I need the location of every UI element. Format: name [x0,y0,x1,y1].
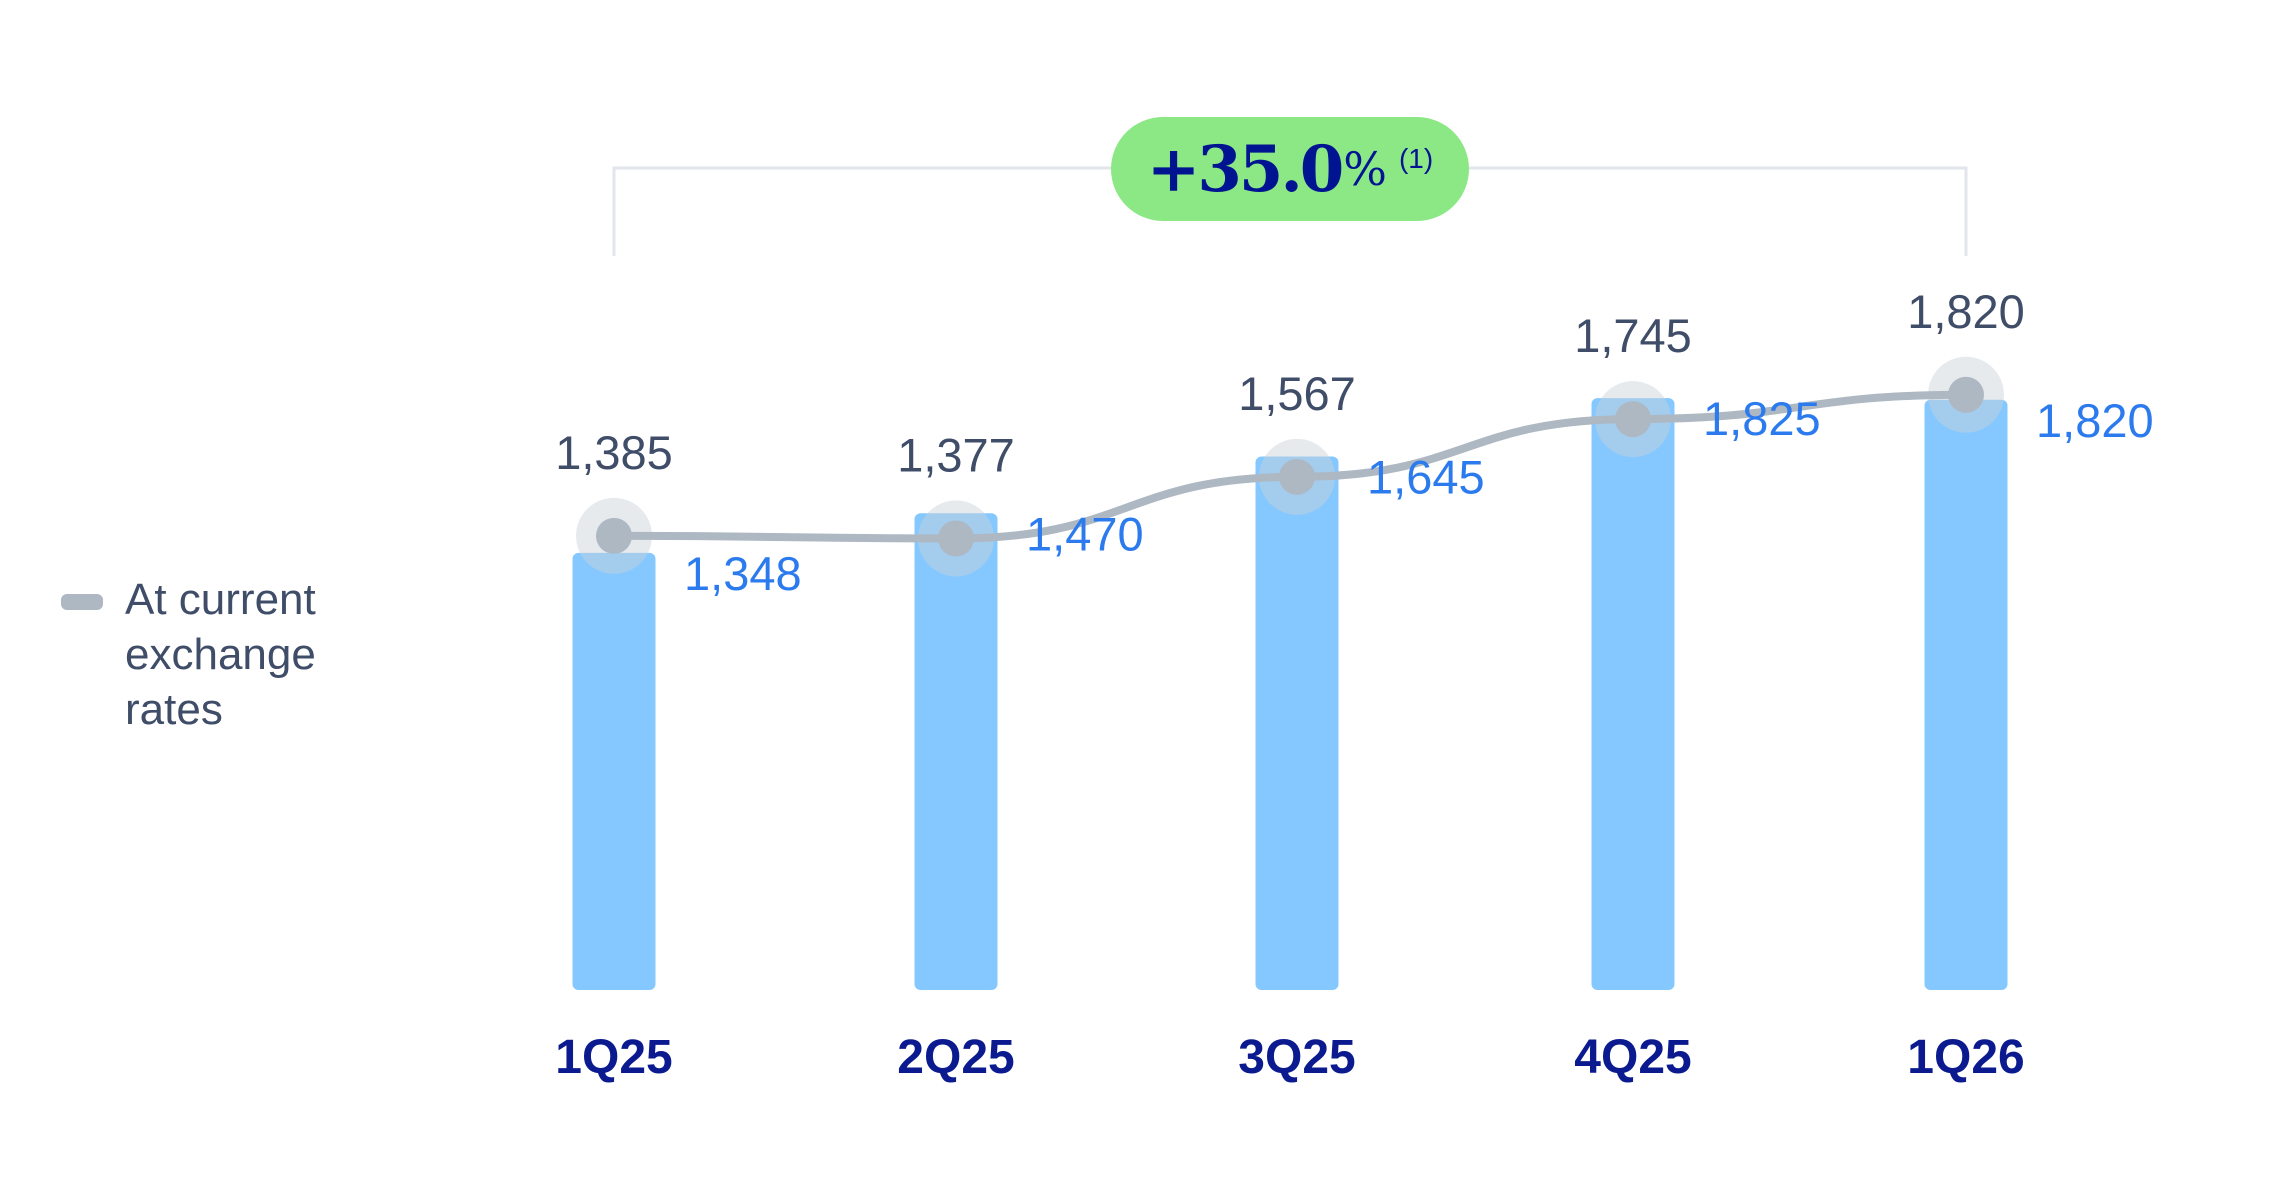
legend-label: At current exchange rates [125,575,316,734]
bar-4Q25 [1591,398,1675,991]
x-tick-label: 1Q26 [1907,1031,2024,1084]
bar-data-label: 1,645 [1367,451,1485,504]
bar-1Q26 [1924,399,2008,990]
line-point-3Q25 [1279,458,1315,495]
line-point-1Q26 [1948,376,1984,413]
line-data-label: 1,820 [1907,285,2025,338]
bar-data-label: 1,470 [1026,507,1144,560]
x-tick-label: 2Q25 [897,1031,1014,1084]
bar-3Q25 [1255,456,1339,990]
x-tick-label: 3Q25 [1238,1031,1355,1084]
x-tick-label: 4Q25 [1574,1031,1691,1084]
legend-line-swatch [61,594,103,610]
bar-data-label: 1,820 [2036,394,2154,447]
x-tick-label: 1Q25 [555,1031,672,1084]
growth-footnote: (1) [1398,143,1434,174]
line-point-2Q25 [938,520,974,557]
line-point-1Q25 [596,517,632,554]
bar-2Q25 [914,513,998,990]
bar-data-label: 1,825 [1703,392,1821,445]
bar-data-label: 1,348 [684,547,802,600]
line-data-label: 1,385 [555,426,673,479]
line-data-label: 1,745 [1574,309,1692,362]
growth-badge: +35.0 % (1) [1111,117,1469,221]
legend: At current exchange rates [61,572,365,737]
bar-1Q25 [572,552,656,990]
growth-unit: % [1343,142,1387,196]
line-data-label: 1,567 [1238,367,1356,420]
line-point-4Q25 [1615,401,1651,438]
line-data-label: 1,377 [897,428,1015,481]
growth-value: +35.0 [1146,131,1344,207]
